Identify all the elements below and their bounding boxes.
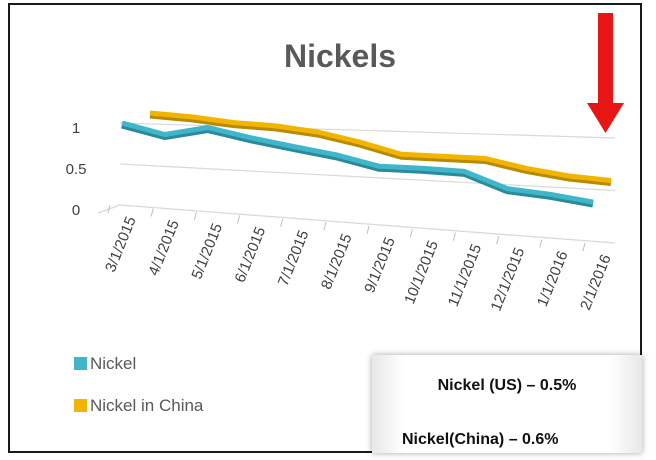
x-tick-label: 10/1/2015 (401, 238, 442, 306)
legend-label: Nickel in China (90, 396, 204, 415)
x-tick-mark (452, 232, 456, 241)
x-tick-mark (323, 222, 327, 231)
series-line-nickel-china (149, 110, 612, 183)
gridline (119, 122, 616, 139)
down-arrow-icon (587, 13, 624, 133)
y-tick-label: 1 (72, 120, 80, 137)
chart-title: Nickels (284, 38, 396, 74)
note-us-text: Nickel (US) – 0.5% (437, 377, 577, 394)
x-tick-label: 3/1/2015 (102, 214, 140, 275)
note-china-text: Nickel(China) – 0.6% (402, 431, 559, 448)
gridlines (97, 122, 616, 244)
x-tick-label: 6/1/2015 (232, 224, 270, 285)
x-tick-mark (409, 229, 413, 238)
x-tick-label: 1/1/2016 (534, 249, 572, 310)
legend: Nickel Nickel in China (74, 354, 204, 415)
y-axis-ticks: 00.51 (66, 120, 87, 219)
x-tick-mark (280, 218, 284, 227)
x-tick-label: 11/1/2015 (445, 242, 485, 309)
chart-canvas: Nickels 00.51 3/1/2015 4/1/2015 5/1/2015 6/… (66, 13, 624, 415)
x-axis-ticks: 3/1/2015 4/1/2015 5/1/2015 6/1/2015 7/1/2015… (102, 204, 615, 313)
legend-label: Nickel (90, 354, 136, 373)
legend-swatch (74, 399, 87, 412)
x-tick-mark (237, 215, 241, 224)
y-tick-label: 0.5 (66, 161, 87, 178)
series-line-nickel (121, 120, 594, 205)
x-tick-mark (107, 204, 111, 214)
x-tick-label: 2/1/2016 (577, 252, 615, 313)
legend-swatch (74, 357, 87, 370)
x-tick-mark (539, 239, 543, 248)
x-tick-label: 7/1/2015 (275, 228, 313, 289)
gridline (119, 163, 616, 192)
x-tick-label: 4/1/2015 (145, 218, 183, 279)
x-tick-mark (582, 242, 586, 252)
series-lines (121, 110, 612, 208)
x-tick-mark (366, 225, 370, 234)
x-tick-mark (193, 211, 197, 221)
x-tick-label: 5/1/2015 (188, 221, 226, 282)
chart-frame: Nickels 0 0.5 1 3/1/2015 4/1/2015 5/1/2015 6/… (8, 3, 642, 453)
x-tick-label: 12/1/2015 (488, 245, 529, 313)
gridline (119, 204, 616, 244)
note-box: Nickel (US) – 0.5% Nickel(China) – 0.6% (372, 355, 642, 453)
arrow-shape (587, 13, 624, 133)
x-tick-label: 9/1/2015 (361, 235, 399, 296)
x-tick-label: 8/1/2015 (318, 231, 356, 292)
x-tick-mark (496, 235, 500, 245)
y-tick-label: 0 (72, 202, 80, 219)
x-tick-mark (150, 208, 154, 217)
